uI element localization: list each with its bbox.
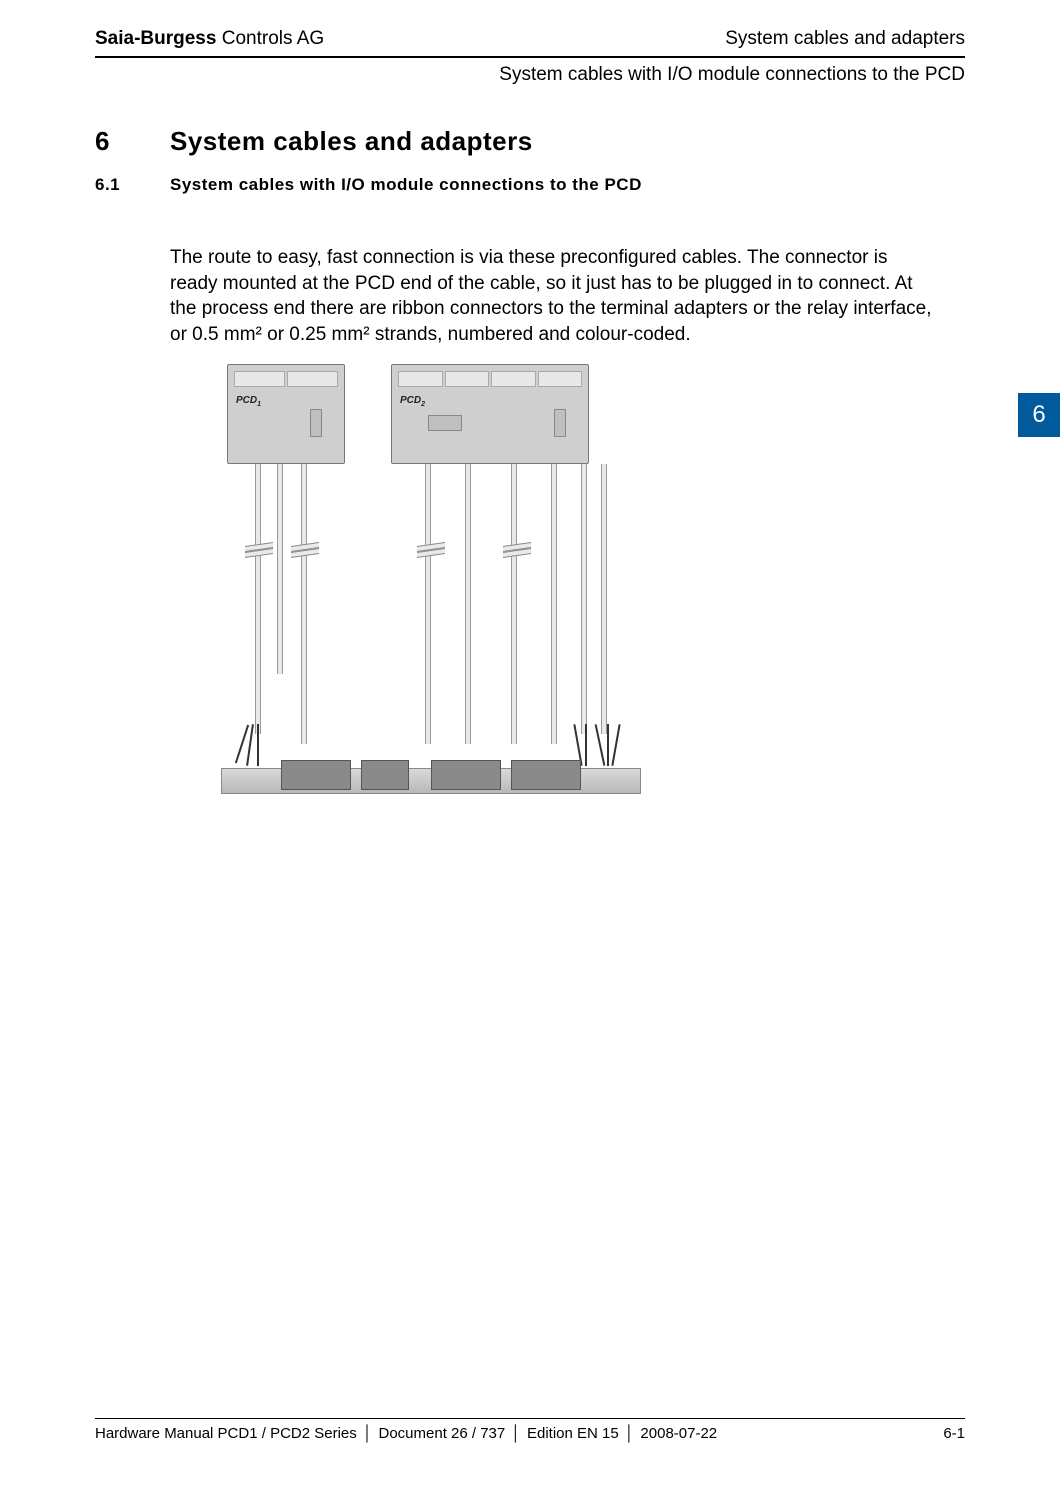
cable-break-icon — [503, 544, 531, 554]
section-number: 6 — [95, 126, 170, 157]
cable-break-icon — [291, 544, 319, 554]
wire-strand — [607, 724, 609, 766]
cable-break-icon — [417, 544, 445, 554]
cable — [465, 464, 471, 744]
wire-strand — [611, 724, 620, 766]
page-footer: Hardware Manual PCD1 / PCD2 Series │ Doc… — [95, 1418, 965, 1442]
cable — [277, 464, 283, 674]
header-company-rest: Controls AG — [216, 28, 324, 49]
cable — [601, 464, 607, 734]
header-company: Saia-Burgess Controls AG — [95, 28, 324, 50]
cable — [255, 464, 261, 734]
cable — [511, 464, 517, 744]
cable — [581, 464, 587, 734]
terminal-adapter — [281, 760, 351, 790]
cable — [551, 464, 557, 744]
footer-edition: Edition EN 15 — [527, 1425, 619, 1442]
footer-left: Hardware Manual PCD1 / PCD2 Series │ Doc… — [95, 1425, 717, 1442]
wire-strand — [257, 724, 259, 766]
cable — [301, 464, 307, 744]
body-paragraph: The route to easy, fast connection is vi… — [170, 245, 940, 348]
terminal-adapter — [361, 760, 409, 790]
header-right: System cables and adapters — [725, 28, 965, 50]
footer-page-number: 6-1 — [943, 1425, 965, 1442]
terminal-adapter — [431, 760, 501, 790]
chapter-tab-label: 6 — [1032, 401, 1045, 429]
device-pcd-small: PCD1 — [227, 364, 345, 464]
footer-manual: Hardware Manual PCD1 / PCD2 Series — [95, 1425, 357, 1442]
device-label-2: PCD — [400, 395, 421, 406]
header-subheader: System cables with I/O module connection… — [95, 64, 965, 86]
device-label-1: PCD — [236, 395, 257, 406]
footer-document: Document 26 / 737 — [379, 1425, 506, 1442]
subsection-title: System cables with I/O module connection… — [170, 175, 642, 195]
footer-date: 2008-07-22 — [640, 1425, 717, 1442]
section-title: System cables and adapters — [170, 126, 533, 157]
terminal-adapter — [511, 760, 581, 790]
wire-strand — [585, 724, 587, 766]
subsection-number: 6.1 — [95, 175, 170, 195]
cable-break-icon — [245, 544, 273, 554]
device-pcd-large: PCD2 — [391, 364, 589, 464]
header-company-bold: Saia-Burgess — [95, 28, 216, 49]
header-rule — [95, 56, 965, 58]
chapter-tab: 6 — [1018, 393, 1060, 437]
footer-rule — [95, 1418, 965, 1419]
cable — [425, 464, 431, 744]
figure-illustration: PCD1 PCD2 — [221, 364, 661, 794]
